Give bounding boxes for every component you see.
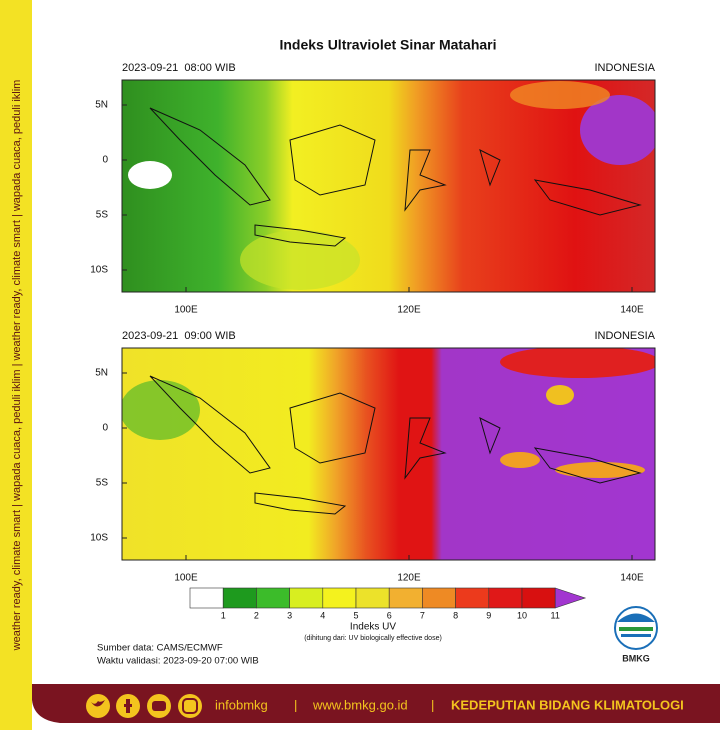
map-panel bbox=[122, 348, 655, 560]
colorbar-tick-label: 6 bbox=[387, 610, 392, 620]
colorbar-segment bbox=[488, 587, 523, 609]
panel-datetime: 2023-09-21 09:00 WIB bbox=[122, 330, 236, 342]
source: Sumber data: CAMS/ECMWF bbox=[97, 643, 223, 654]
colorbar-note: (dihitung dari: UV biologically effectiv… bbox=[304, 635, 442, 642]
colorbar-segment bbox=[256, 587, 290, 609]
lat-label: 5N bbox=[95, 100, 108, 111]
colorbar-tick-label: 5 bbox=[353, 610, 358, 620]
logo bbox=[614, 606, 658, 650]
lon-label: 140E bbox=[620, 305, 644, 316]
lat-label: 5S bbox=[96, 478, 109, 489]
panel-region: INDONESIA bbox=[594, 330, 655, 342]
lat-label: 0 bbox=[102, 155, 108, 166]
lon-label: 140E bbox=[620, 573, 644, 584]
colorbar-tick-label: 10 bbox=[517, 610, 527, 620]
colorbar-segment bbox=[355, 587, 390, 609]
footer-separator: | bbox=[431, 697, 434, 712]
colorbar-tick-label: 3 bbox=[287, 610, 292, 620]
lon-label: 120E bbox=[397, 573, 421, 584]
colorbar-tick-label: 4 bbox=[320, 610, 325, 620]
title: Indeks Ultraviolet Sinar Matahari bbox=[279, 37, 496, 53]
colorbar-segment bbox=[322, 587, 357, 609]
footer-org: KEDEPUTIAN BIDANG KLIMATOLOGI bbox=[451, 697, 684, 712]
icon-glyphs bbox=[91, 698, 198, 714]
colorbar-tick-label: 1 bbox=[221, 610, 226, 620]
logo-text: BMKG bbox=[622, 653, 650, 663]
lat-label: 0 bbox=[102, 423, 108, 434]
colorbar-tick-label: 7 bbox=[420, 610, 425, 620]
sidebar-text: weather ready, climate smart | wapada cu… bbox=[11, 80, 23, 652]
colorbar-tick-label: 2 bbox=[254, 610, 259, 620]
footer-bar bbox=[32, 684, 720, 723]
colorbar-arrow bbox=[554, 587, 587, 609]
frame bbox=[121, 347, 656, 561]
footer-website: www.bmkg.go.id bbox=[312, 697, 408, 712]
colorbar-segment bbox=[388, 587, 423, 609]
colorbar-label: Indeks UV bbox=[350, 622, 396, 633]
lat-label: 10S bbox=[90, 533, 108, 544]
colorbar-segment bbox=[455, 587, 490, 609]
lon-label: 100E bbox=[174, 305, 198, 316]
coastlines bbox=[149, 107, 642, 515]
panel-region: INDONESIA bbox=[594, 62, 655, 74]
valid-time: Waktu validasi: 2023-09-20 07:00 WIB bbox=[97, 656, 259, 667]
footer-separator: | bbox=[294, 697, 297, 712]
lat-label: 10S bbox=[90, 265, 108, 276]
colorbar-segment bbox=[222, 587, 257, 609]
colorbar-tick-label: 9 bbox=[486, 610, 491, 620]
panel-datetime: 2023-09-21 08:00 WIB bbox=[122, 62, 236, 74]
sidebar bbox=[0, 0, 32, 730]
colorbar-segment bbox=[189, 587, 224, 609]
colorbar-segment bbox=[521, 587, 556, 609]
lat-label: 5S bbox=[96, 210, 109, 221]
map-panel bbox=[122, 80, 655, 292]
frame bbox=[121, 79, 656, 293]
lat-label: 5N bbox=[95, 368, 108, 379]
footer-handle: infobmkg bbox=[215, 697, 268, 712]
colorbar-segment bbox=[289, 587, 324, 609]
colorbar-tick-label: 11 bbox=[551, 610, 560, 620]
colorbar-tick-label: 8 bbox=[453, 610, 458, 620]
colorbar-segment bbox=[422, 587, 456, 609]
lon-label: 120E bbox=[397, 305, 421, 316]
lon-label: 100E bbox=[174, 573, 198, 584]
